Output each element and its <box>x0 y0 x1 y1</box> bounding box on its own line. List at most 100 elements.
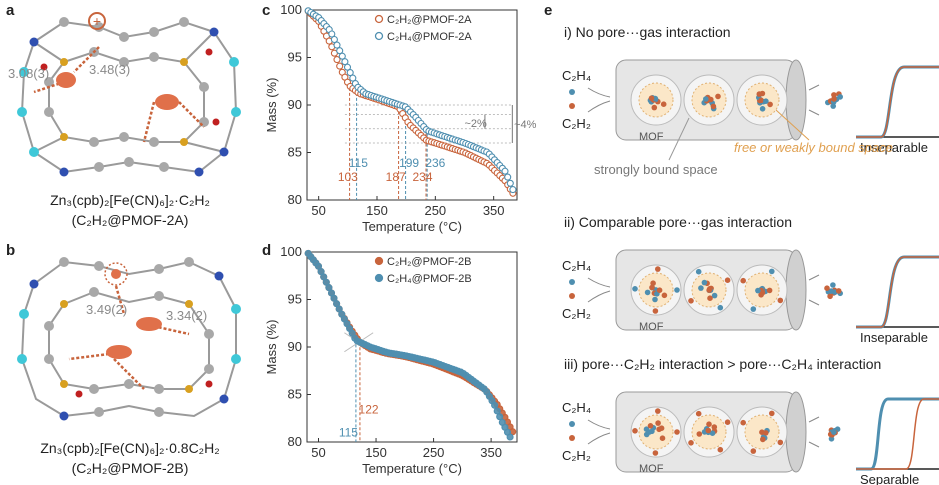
pore-molecule <box>758 97 764 104</box>
data-point-series-1 <box>349 74 357 82</box>
data-point-series-1 <box>504 173 512 181</box>
pore-molecule <box>652 296 658 303</box>
bound-molecule <box>652 450 659 456</box>
bound-molecule <box>695 268 702 275</box>
result-label-2: Inseparable <box>860 330 928 345</box>
data-point-series-0 <box>336 62 344 70</box>
y-tick-label-95: 95 <box>288 50 302 65</box>
x-tick-label-50: 50 <box>311 203 325 218</box>
scenario-2: ii) Comparable pore···gas interaction C₂H… <box>562 214 939 345</box>
pore-molecule <box>760 436 766 443</box>
pore-molecule <box>756 91 763 97</box>
bound-molecule <box>674 429 680 435</box>
legend-label-0: C₂H₂@PMOF-2B <box>387 256 472 268</box>
pore-molecule <box>763 98 769 104</box>
pore-molecule <box>649 284 655 291</box>
formula-b-line2: (C₂H₂@PMOF-2B) <box>71 460 189 476</box>
y-tick-label-90: 90 <box>288 339 302 354</box>
bound-molecule <box>652 308 659 314</box>
panel-label-e: e <box>544 2 553 19</box>
x-tick-label-150: 150 <box>365 445 387 460</box>
gas-dot-c2h4 <box>569 421 575 427</box>
y-tick-label-85: 85 <box>288 145 302 160</box>
legend-marker-1 <box>374 273 384 283</box>
breakthrough-curve-c2h4 <box>856 255 939 329</box>
onset-label-1: 115 <box>349 156 368 170</box>
distance-label-2: 3.34(2) <box>166 308 207 323</box>
scenario-title-3: iii) pore···C₂H₂ interaction > pore···C₂… <box>564 356 881 372</box>
bound-molecule <box>688 440 694 446</box>
pore-molecule <box>707 286 713 292</box>
label-strong-space: strongly bound space <box>594 162 718 177</box>
y-tick-label-100: 100 <box>280 2 302 17</box>
pore-molecule <box>648 95 655 101</box>
legend-label-1: C₂H₄@PMOF-2A <box>387 31 472 43</box>
gas-dot-c2h2 <box>569 103 575 109</box>
bound-molecule <box>688 298 694 304</box>
gas-label-c2h4: C₂H₄ <box>562 258 591 273</box>
bound-molecule <box>777 439 784 446</box>
pore-molecule <box>655 420 661 426</box>
legend-marker-0 <box>374 14 384 24</box>
panel-label-d: d <box>262 242 272 259</box>
gas-label-c2h4: C₂H₄ <box>562 400 591 415</box>
onset-label-5: 236 <box>425 156 445 170</box>
bound-molecule <box>674 287 680 293</box>
panel-label-b: b <box>6 242 16 259</box>
pore-molecule <box>659 435 666 442</box>
result-label-3: Separable <box>860 472 919 485</box>
outlet-molecule <box>824 285 830 292</box>
bound-molecule <box>740 419 746 426</box>
bound-molecule <box>632 286 638 292</box>
data-point-series-1 <box>506 179 514 187</box>
x-tick-label-350: 350 <box>483 203 505 218</box>
free-pointer <box>775 109 810 141</box>
tga-chart-c: 50 150 250 350 80 85 90 95 100 Temperature (°C) Ma… <box>264 2 537 234</box>
gas-dot-c2h4 <box>569 279 575 285</box>
pore-molecule <box>647 423 654 429</box>
mof-label: MOF <box>639 321 664 333</box>
pore-molecule <box>711 424 718 430</box>
column-tube-end <box>785 249 807 331</box>
data-point-series-1 <box>338 52 346 60</box>
data-point-series-1 <box>346 69 354 77</box>
outlet-molecule <box>830 282 836 288</box>
data-point-series-1 <box>496 413 504 421</box>
column-tube-end <box>785 391 807 473</box>
outlet-molecule <box>831 96 837 102</box>
formula-b-line1: Zn₃(cpb)₂[Fe(CN)₆]₂·0.8C₂H₂ <box>40 440 220 456</box>
pore-molecule <box>763 430 769 436</box>
pore-molecule <box>715 93 721 100</box>
pore-molecule <box>656 426 662 433</box>
gas-dot-c2h2 <box>569 435 575 441</box>
x-tick-label-150: 150 <box>366 203 388 218</box>
pore-molecule <box>703 96 709 102</box>
outlet-molecule <box>831 92 837 98</box>
legend-label-0: C₂H₂@PMOF-2A <box>387 14 472 26</box>
pore-molecule <box>705 427 712 434</box>
bound-molecule <box>717 304 724 311</box>
label-free-space: free or weakly bound space <box>734 140 893 155</box>
y-tick-label-85: 85 <box>288 387 302 402</box>
gas-label-c2h2: C₂H₂ <box>562 306 591 321</box>
charge-symbol: + <box>93 13 101 29</box>
data-point-series-1 <box>333 41 341 49</box>
x-axis-label: Temperature (°C) <box>362 219 462 234</box>
onset-label-0: 115 <box>339 425 358 439</box>
data-point-series-1 <box>501 167 509 175</box>
step-label-small: ~2% <box>465 118 488 130</box>
bound-molecule <box>769 268 775 275</box>
pore-molecule <box>767 101 773 108</box>
bound-molecule <box>632 428 638 434</box>
legend-label-1: C₂H₄@PMOF-2B <box>387 273 472 285</box>
onset-label-3: 199 <box>399 156 419 170</box>
data-point-series-1 <box>506 433 514 441</box>
x-tick-label-350: 350 <box>480 445 502 460</box>
y-axis-label: Mass (%) <box>264 320 279 375</box>
strong-pointer <box>668 117 690 161</box>
gas-label-c2h4: C₂H₄ <box>562 68 591 83</box>
bound-molecule <box>717 446 724 453</box>
data-point-series-0 <box>333 56 341 64</box>
scenario-title-1: i) No pore···gas interaction <box>564 24 731 40</box>
pore-molecule <box>656 287 663 294</box>
